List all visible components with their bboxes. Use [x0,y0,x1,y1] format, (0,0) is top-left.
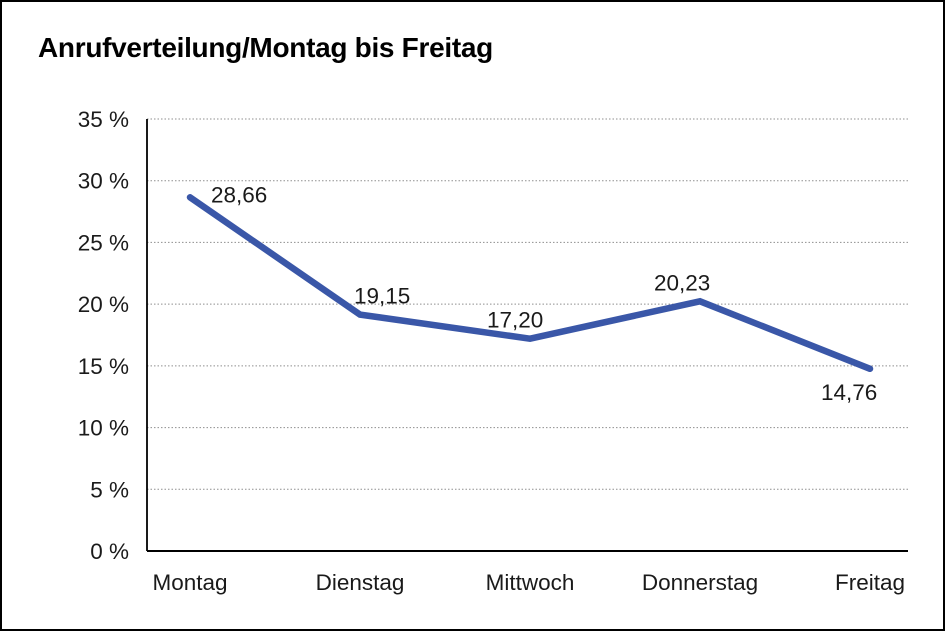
y-axis-tick-label: 10 % [78,416,129,441]
x-axis-category-label: Freitag [835,570,905,595]
y-axis-tick-label: 15 % [78,354,129,379]
data-point-label: 20,23 [654,270,710,295]
data-point-label: 17,20 [487,308,543,333]
x-axis-category-label: Mittwoch [486,570,575,595]
data-point-label: 28,66 [211,182,267,207]
x-axis-category-label: Dienstag [316,570,405,595]
y-axis-tick-label: 35 % [78,107,129,132]
data-point-label: 19,15 [354,284,410,309]
y-axis-tick-label: 20 % [78,292,129,317]
y-axis-tick-label: 25 % [78,230,129,255]
chart-title: Anrufverteilung/Montag bis Freitag [38,32,493,63]
y-axis-tick-label: 0 % [90,539,129,564]
y-axis-tick-label: 5 % [90,477,129,502]
x-axis-category-label: Montag [152,570,227,595]
data-point-label: 14,76 [821,380,877,405]
y-axis-tick-label: 30 % [78,169,129,194]
x-axis-category-label: Donnerstag [642,570,758,595]
data-line [186,194,874,373]
